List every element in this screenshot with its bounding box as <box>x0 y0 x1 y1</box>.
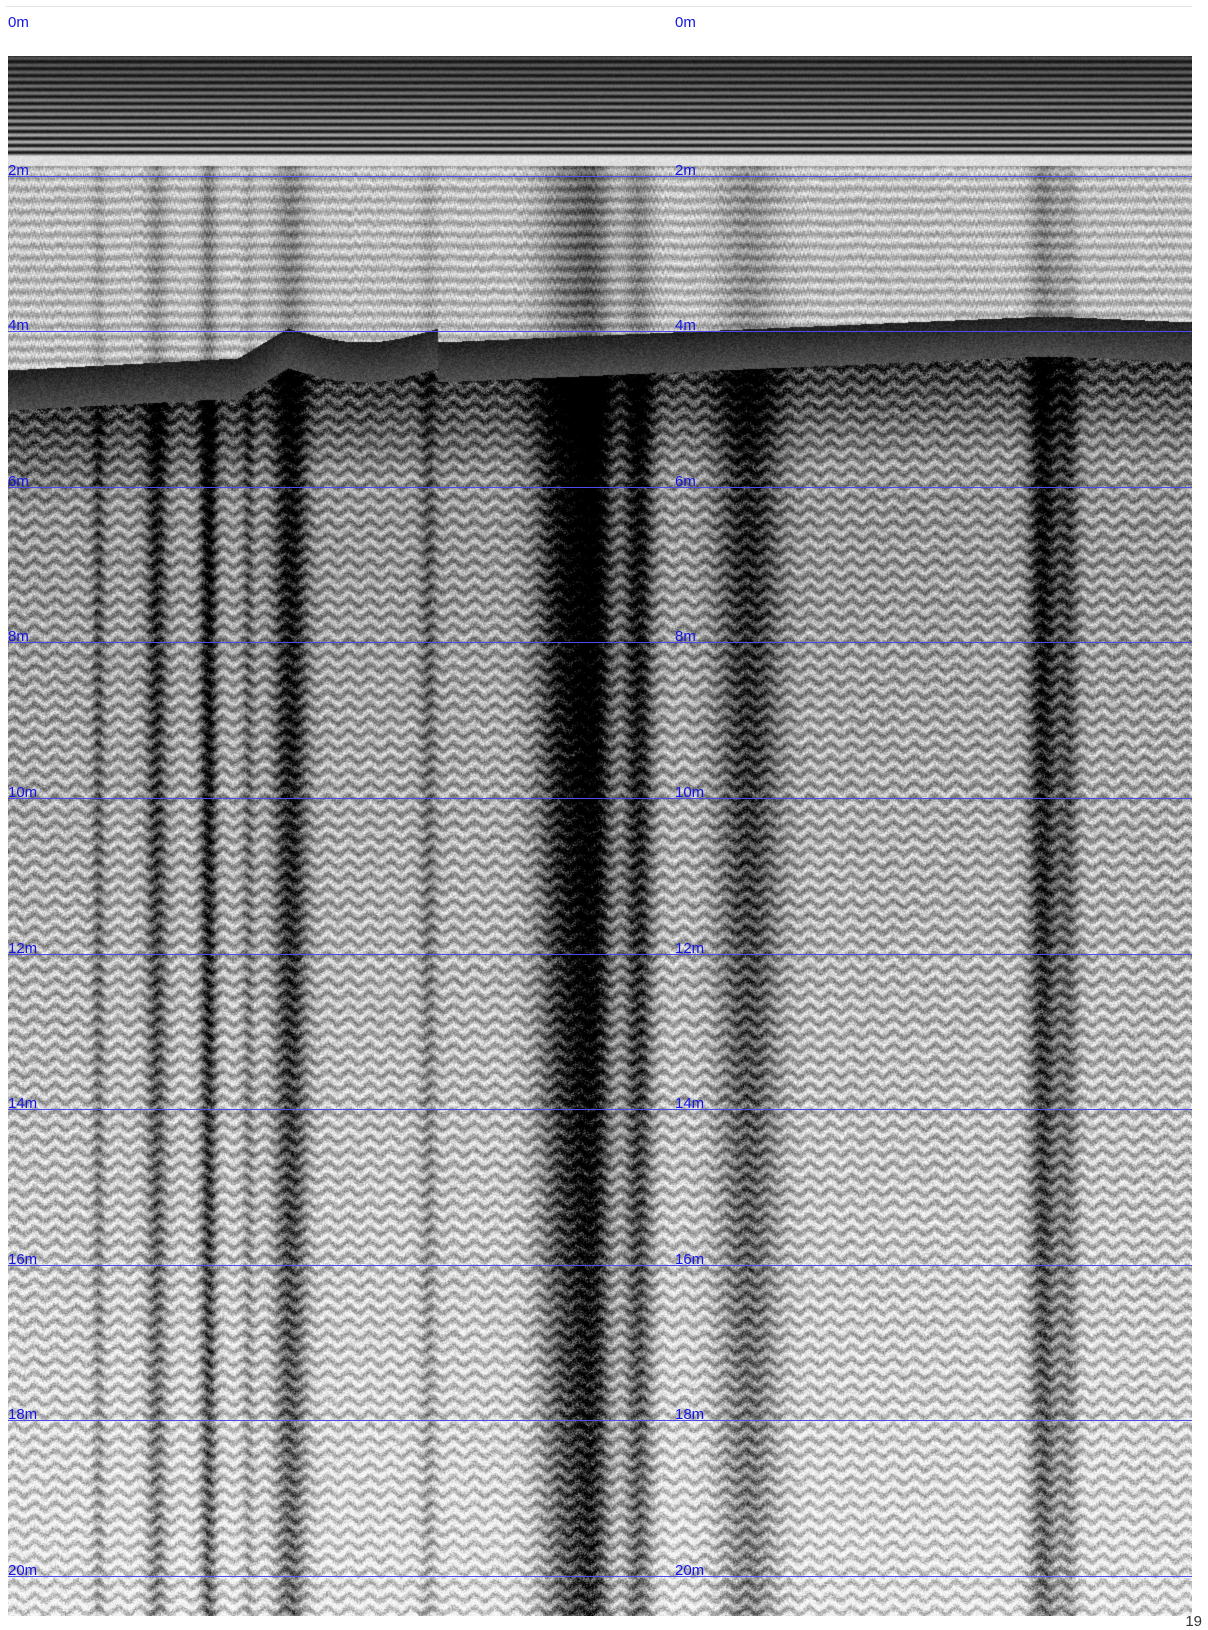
depth-grid-line <box>8 487 1192 488</box>
depth-grid-line <box>8 1109 1192 1110</box>
depth-label-right: 18m <box>675 1406 705 1424</box>
depth-label-right: 20m <box>675 1562 705 1579</box>
depth-label-right: 12m <box>675 939 705 957</box>
depth-label-left: 8m <box>8 628 29 646</box>
depth-grid-line <box>8 176 1192 177</box>
depth-grid-line <box>8 798 1192 799</box>
depth-grid-line <box>8 1576 1192 1577</box>
depth-grid-line <box>8 1420 1192 1421</box>
depth-label-left: 6m <box>8 472 29 490</box>
depth-label-left: 16m <box>8 1250 38 1268</box>
depth-label-left: 12m <box>8 939 38 957</box>
depth-label-right: 6m <box>675 472 696 490</box>
depth-label-left: 14m <box>8 1095 38 1113</box>
depth-label-right: 0m <box>675 14 696 31</box>
depth-label-left: 4m <box>8 317 29 335</box>
page-number: 19 <box>1185 1613 1202 1630</box>
depth-grid-line <box>8 642 1192 643</box>
depth-grid-line <box>8 331 1192 332</box>
depth-label-left: 18m <box>8 1406 38 1424</box>
header-divider <box>6 6 1192 7</box>
depth-label-left: 2m <box>8 161 29 179</box>
depth-label-right: 2m <box>675 161 696 179</box>
depth-label-left: 0m <box>8 14 29 31</box>
depth-label-right: 16m <box>675 1250 705 1268</box>
depth-grid-line <box>8 954 1192 955</box>
depth-label-right: 10m <box>675 784 705 801</box>
depth-label-right: 8m <box>675 628 696 646</box>
depth-grid-line <box>8 1265 1192 1266</box>
depth-label-left: 20m <box>8 1562 38 1579</box>
depth-label-right: 14m <box>675 1095 705 1113</box>
radargram-image <box>8 56 1192 1616</box>
depth-label-right: 4m <box>675 317 696 335</box>
depth-label-left: 10m <box>8 784 38 801</box>
